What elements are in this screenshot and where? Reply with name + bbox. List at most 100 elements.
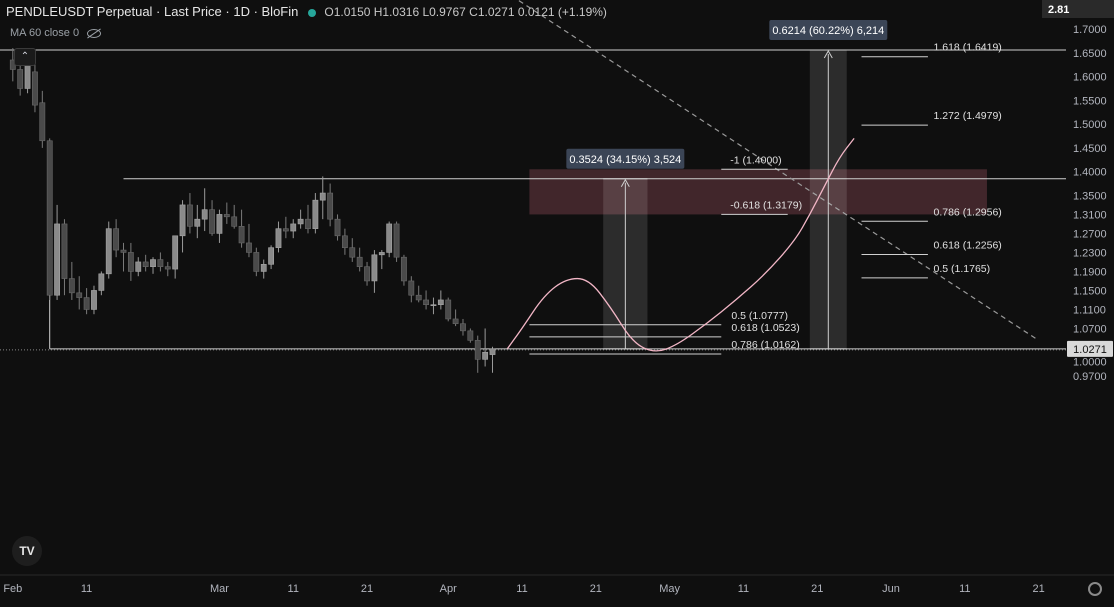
price-tick-label: 1.0700 <box>1073 323 1107 335</box>
candle-body <box>452 318 459 325</box>
candle-body <box>319 192 326 201</box>
candle-body <box>467 330 474 341</box>
candle-body <box>415 294 422 301</box>
top-right-price-tag <box>1042 0 1114 18</box>
candle-body <box>194 218 201 227</box>
symbol-title[interactable]: PENDLEUSDT Perpetual · Last Price · 1D ·… <box>6 4 299 19</box>
candle-body <box>32 71 38 106</box>
resistance-zone <box>529 169 987 215</box>
candle-body <box>17 69 24 89</box>
candle-body <box>341 235 348 248</box>
candle-body <box>371 254 378 282</box>
candle-body <box>231 216 238 227</box>
candle-body <box>91 290 97 310</box>
candle-body <box>356 256 363 267</box>
price-axis-panel <box>1066 0 1114 607</box>
price-tick-label: 1.1100 <box>1073 304 1106 316</box>
candle-body <box>127 252 134 272</box>
eye-hidden-icon[interactable] <box>87 28 102 38</box>
time-tick-label: Mar <box>210 583 229 595</box>
market-open-dot-icon <box>308 8 317 17</box>
price-tick-label: 1.5500 <box>1073 95 1107 107</box>
candle-body <box>105 228 112 275</box>
candle-body <box>489 348 496 355</box>
candle-body <box>349 247 356 258</box>
price-tick-label: 1.1900 <box>1073 266 1107 278</box>
fib-level-label: -0.618 (1.3179) <box>730 199 802 211</box>
candle-body <box>268 247 274 265</box>
candle-body <box>386 223 393 253</box>
candle-body <box>120 249 127 253</box>
time-tick-label: 11 <box>959 583 970 595</box>
fib-level-label: -1 (1.4000) <box>730 154 781 166</box>
candle-body <box>83 297 90 310</box>
candle-body <box>437 299 444 306</box>
candle-body <box>201 209 208 220</box>
price-tick-label: 1.4500 <box>1073 143 1107 155</box>
candle-body <box>378 252 385 256</box>
price-tick-label: 1.4000 <box>1073 167 1107 179</box>
candle-body <box>260 264 267 272</box>
candle-body <box>54 223 60 296</box>
price-tick-label: 1.7000 <box>1073 24 1107 36</box>
candle-body <box>401 256 407 282</box>
tradingview-logo[interactable]: TV <box>12 536 42 566</box>
candle-body <box>334 218 341 237</box>
candle-body <box>408 280 415 296</box>
candle-body <box>253 252 260 272</box>
candle-body <box>238 225 245 244</box>
candle-body <box>61 223 68 279</box>
time-tick-label: 11 <box>738 583 749 595</box>
candle-body <box>98 273 105 291</box>
candle-body <box>460 323 466 332</box>
time-tick-label: 11 <box>516 583 527 595</box>
gear-icon[interactable] <box>1088 582 1102 596</box>
ma-label: MA 60 close 0 <box>10 27 80 39</box>
time-tick-label: 11 <box>288 583 299 595</box>
candle-body <box>164 266 171 270</box>
time-tick-label: Apr <box>440 583 457 595</box>
fib-level-label: 0.618 (1.2256) <box>934 240 1002 252</box>
price-tick-label: 1.3100 <box>1073 209 1107 221</box>
price-tick-label: 1.2700 <box>1073 228 1107 240</box>
candle-body <box>39 102 46 142</box>
candle-body <box>445 299 452 320</box>
candle-body <box>223 214 230 218</box>
fib-level-label: 0.5 (1.0777) <box>731 310 788 322</box>
candle-body <box>113 228 120 251</box>
ma-indicator-legend[interactable]: MA 60 close 0 <box>10 27 102 39</box>
candle-body <box>179 204 186 237</box>
measure-label-box <box>566 148 685 169</box>
candle-body <box>312 199 319 229</box>
candle-body <box>327 192 334 220</box>
descending-trendline <box>516 0 1039 341</box>
last-price-tag <box>1067 340 1113 357</box>
candle-body <box>364 266 370 282</box>
top-right-price-label: 2.81 <box>1048 4 1069 16</box>
time-tick-label: 11 <box>81 583 92 595</box>
measure-label-box <box>769 20 888 40</box>
time-tick-label: 21 <box>811 583 823 595</box>
candle-body <box>46 140 53 296</box>
candle-body <box>297 218 304 225</box>
price-tick-label: 0.9700 <box>1073 371 1107 383</box>
candle-body <box>430 304 437 307</box>
candle-body <box>142 261 149 267</box>
price-tick-label: 1.5000 <box>1073 119 1107 131</box>
arrow-up-icon <box>823 49 833 59</box>
collapse-legend-button[interactable]: ⌃ <box>14 48 36 66</box>
candle-body <box>423 299 429 306</box>
time-tick-label: 21 <box>590 583 602 595</box>
price-tick-label: 1.1500 <box>1073 285 1107 297</box>
candle-body <box>393 223 400 258</box>
fib-level-label: 1.272 (1.4979) <box>934 110 1002 122</box>
candle-body <box>305 218 311 229</box>
time-tick-label: May <box>659 583 680 595</box>
candle-body <box>135 261 142 272</box>
candle-body <box>282 228 289 232</box>
price-tick-label: 1.6000 <box>1073 72 1107 84</box>
fib-level-label: 0.5 (1.1765) <box>934 263 991 275</box>
time-tick-label: 21 <box>361 583 373 595</box>
chart-header: PENDLEUSDT Perpetual · Last Price · 1D ·… <box>6 4 607 19</box>
